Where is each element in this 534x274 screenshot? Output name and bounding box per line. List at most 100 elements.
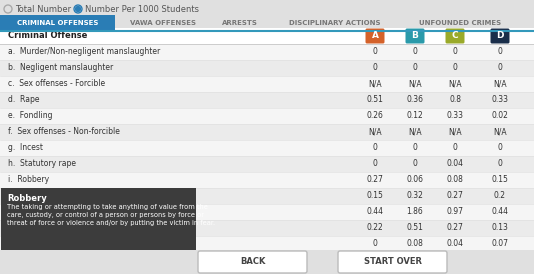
FancyBboxPatch shape <box>365 28 384 44</box>
Text: 0.07: 0.07 <box>491 239 508 249</box>
Text: 0: 0 <box>373 144 378 153</box>
Bar <box>0 76 534 92</box>
Bar <box>0 140 534 156</box>
Text: 0.02: 0.02 <box>492 112 508 121</box>
Text: 0: 0 <box>373 239 378 249</box>
Text: h.  Statutory rape: h. Statutory rape <box>8 159 76 169</box>
Text: BACK: BACK <box>240 258 265 267</box>
Text: 0.26: 0.26 <box>366 112 383 121</box>
Bar <box>0 250 534 274</box>
Text: ARRESTS: ARRESTS <box>222 20 258 26</box>
Text: N/A: N/A <box>493 127 507 136</box>
Text: N/A: N/A <box>368 127 382 136</box>
Text: VAWA OFFENSES: VAWA OFFENSES <box>130 20 195 26</box>
Text: m.: m. <box>8 239 18 249</box>
Text: N/A: N/A <box>493 79 507 89</box>
Text: D: D <box>496 32 504 41</box>
Text: 0.44: 0.44 <box>491 207 508 216</box>
Bar <box>0 204 534 220</box>
Text: 0: 0 <box>498 64 502 73</box>
Text: 0.27: 0.27 <box>446 192 464 201</box>
Text: 0.06: 0.06 <box>406 176 423 184</box>
FancyBboxPatch shape <box>338 251 447 273</box>
Circle shape <box>75 7 81 12</box>
Bar <box>0 92 534 108</box>
Bar <box>0 0 534 16</box>
Text: C: C <box>452 32 458 41</box>
Text: c.  Sex offenses - Forcible: c. Sex offenses - Forcible <box>8 79 105 89</box>
Bar <box>0 172 534 188</box>
Text: Total Number: Total Number <box>15 4 71 13</box>
Text: N/A: N/A <box>408 79 422 89</box>
Text: N/A: N/A <box>448 79 462 89</box>
Text: 0.51: 0.51 <box>366 96 383 104</box>
Text: b.  Negligent manslaughter: b. Negligent manslaughter <box>8 64 113 73</box>
FancyBboxPatch shape <box>491 28 509 44</box>
Bar <box>0 220 534 236</box>
FancyBboxPatch shape <box>198 251 307 273</box>
Text: 0.44: 0.44 <box>366 207 383 216</box>
Text: Number Per 1000 Students: Number Per 1000 Students <box>85 4 199 13</box>
Bar <box>0 236 534 252</box>
Text: 0.15: 0.15 <box>492 176 508 184</box>
FancyBboxPatch shape <box>405 28 425 44</box>
Text: 0: 0 <box>452 144 458 153</box>
Bar <box>0 124 534 140</box>
Bar <box>0 13 534 31</box>
Text: N/A: N/A <box>448 127 462 136</box>
Text: 0.33: 0.33 <box>491 96 508 104</box>
Text: UNFOUNDED CRIMES: UNFOUNDED CRIMES <box>419 20 501 26</box>
Text: e.  Fondling: e. Fondling <box>8 112 52 121</box>
Bar <box>0 44 534 60</box>
Bar <box>1 188 196 250</box>
Text: Robbery: Robbery <box>7 194 47 203</box>
Text: i.  Robbery: i. Robbery <box>8 176 49 184</box>
FancyBboxPatch shape <box>445 28 465 44</box>
Text: START OVER: START OVER <box>364 258 421 267</box>
Text: d.  Rape: d. Rape <box>8 96 40 104</box>
Text: 0.08: 0.08 <box>446 176 464 184</box>
Text: 0.97: 0.97 <box>446 207 464 216</box>
Text: 0.51: 0.51 <box>406 224 423 233</box>
Text: 0: 0 <box>498 159 502 169</box>
Text: l.: l. <box>8 224 13 233</box>
Text: 0: 0 <box>373 159 378 169</box>
Text: N/A: N/A <box>368 79 382 89</box>
Text: g.  Incest: g. Incest <box>8 144 43 153</box>
Text: f.  Sex offenses - Non-forcible: f. Sex offenses - Non-forcible <box>8 127 120 136</box>
Text: DISCIPLINARY ACTIONS: DISCIPLINARY ACTIONS <box>289 20 381 26</box>
Text: 0.15: 0.15 <box>366 192 383 201</box>
Text: 0.13: 0.13 <box>492 224 508 233</box>
Text: B: B <box>412 32 419 41</box>
Text: 0: 0 <box>498 47 502 56</box>
Text: 0: 0 <box>498 144 502 153</box>
Text: 0.04: 0.04 <box>446 159 464 169</box>
Bar <box>0 188 534 204</box>
Text: 0.36: 0.36 <box>406 96 423 104</box>
Text: 0.2: 0.2 <box>494 192 506 201</box>
Text: j.: j. <box>8 192 13 201</box>
Bar <box>0 31 534 274</box>
Text: 0: 0 <box>413 144 418 153</box>
Text: a.  Murder/Non-negligent manslaughter: a. Murder/Non-negligent manslaughter <box>8 47 160 56</box>
Bar <box>0 156 534 172</box>
Text: 0.33: 0.33 <box>446 112 464 121</box>
Text: 0: 0 <box>413 159 418 169</box>
Text: 0: 0 <box>452 47 458 56</box>
Bar <box>0 15 115 31</box>
Text: k.: k. <box>8 207 15 216</box>
Text: 0: 0 <box>413 64 418 73</box>
Bar <box>0 60 534 76</box>
Text: 0: 0 <box>373 64 378 73</box>
Text: 0: 0 <box>452 64 458 73</box>
Text: 0.12: 0.12 <box>406 112 423 121</box>
Bar <box>0 108 534 124</box>
Text: CRIMINAL OFFENSES: CRIMINAL OFFENSES <box>17 20 98 26</box>
Text: 0: 0 <box>413 47 418 56</box>
Text: The taking or attempting to take anything of value from the
care, custody, or co: The taking or attempting to take anythin… <box>7 204 215 226</box>
Text: Criminal Offense: Criminal Offense <box>8 32 88 41</box>
Text: 0: 0 <box>373 47 378 56</box>
Text: 0.27: 0.27 <box>446 224 464 233</box>
Text: 0.27: 0.27 <box>366 176 383 184</box>
Text: 1.86: 1.86 <box>406 207 423 216</box>
